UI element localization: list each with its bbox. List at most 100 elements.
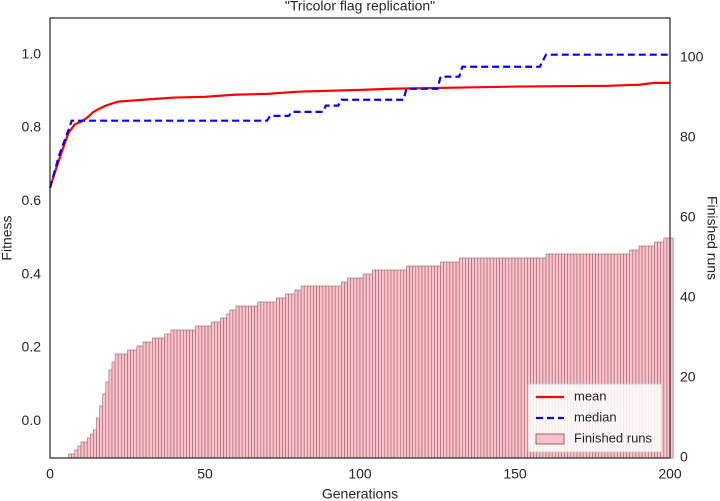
bar [322,285,327,459]
bar [387,269,392,459]
bar [207,325,212,459]
bar [378,269,383,459]
bar [127,349,131,459]
x-axis-label: Generations [322,486,398,501]
bar [195,325,200,459]
bar [251,305,255,459]
bar [90,433,94,459]
bar [232,309,237,459]
bar [145,341,150,459]
bar [517,257,522,459]
bar [437,265,441,459]
plot-frame [49,17,671,459]
bar [220,317,224,459]
legend: mean median Finished runs [527,383,663,453]
x-tick-label: 50 [197,466,213,482]
bar [214,321,218,459]
bar [396,269,401,459]
bar [511,257,516,459]
bar [108,369,113,459]
bar [226,313,231,459]
bar [121,353,125,459]
bar [269,301,274,459]
bar [514,257,519,459]
bar [133,349,138,459]
bar [477,257,482,459]
bar [183,329,187,459]
bar [142,341,147,459]
bar [458,257,463,459]
bar [313,285,317,459]
bar [381,269,386,459]
bar [93,429,97,459]
bar [152,337,156,459]
bar [77,445,82,459]
y-tick-label: 0.4 [22,265,42,281]
bar [229,309,234,459]
bar [297,289,302,459]
bar [434,265,438,459]
bar [368,273,373,459]
bar [167,333,172,459]
bar [114,353,119,459]
bar [83,441,88,459]
bar [446,261,451,459]
bar [300,285,305,459]
bar [505,257,510,459]
bar [452,261,457,459]
bar [105,381,110,459]
bar [260,301,265,459]
bar [173,329,178,459]
bar [499,257,503,459]
bar [399,269,404,459]
bar [235,305,240,459]
y2-tick-label: 40 [680,289,696,305]
bar [421,265,426,459]
legend-label: mean [574,388,607,403]
bar [189,329,193,459]
bar [223,317,228,459]
bar [489,257,494,459]
bar [474,257,479,459]
x-tick-label: 0 [46,466,54,482]
bar [130,349,135,459]
bar [99,405,103,459]
x-tick-label: 200 [658,466,682,482]
bar [306,285,311,459]
bar [390,269,395,459]
bar [375,269,379,459]
bar [158,337,162,459]
bar [424,265,429,459]
bar [415,265,420,459]
bar [241,305,246,459]
bar [186,329,190,459]
bar [316,285,321,459]
bar [384,269,389,459]
bar [96,417,100,459]
y-tick-label: 1.0 [22,45,42,61]
bar [294,289,299,459]
bar [124,353,128,459]
bar [204,325,209,459]
chart-title: "Tricolor flag replication" [285,0,435,14]
bar [403,269,407,459]
y-tick-label: 0.8 [22,119,42,135]
bar [254,305,259,459]
bar [266,301,271,459]
y2-tick-label: 60 [680,209,696,225]
y2-axis-label: Finished runs [704,196,720,280]
y2-tick-label: 20 [680,369,696,385]
y2-tick-label: 100 [680,49,704,65]
bar [455,261,460,459]
bar [238,305,243,459]
bar [372,269,376,459]
bar [331,285,336,459]
y-tick-label: 0.6 [22,192,42,208]
bar [325,285,330,459]
bar [350,277,355,459]
bar [359,277,364,459]
bar [440,261,445,459]
x-tick-label: 100 [348,466,372,482]
bar [80,441,85,459]
bar [86,437,91,459]
